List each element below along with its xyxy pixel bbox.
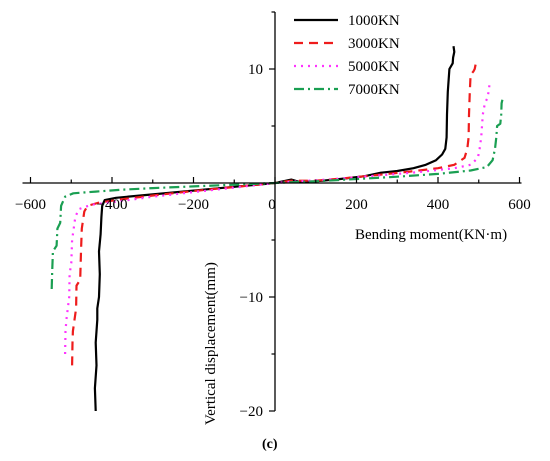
x-tick-label: 200: [345, 197, 368, 213]
x-tick-label: −200: [178, 197, 209, 213]
legend-label: 3000KN: [348, 36, 400, 52]
figure-caption: (c): [262, 437, 278, 452]
series-line-7000KN: [50, 99, 504, 290]
legend-label: 1000KN: [348, 13, 400, 29]
series-line-3000KN: [71, 60, 478, 366]
y-tick-label: 10: [248, 62, 263, 78]
x-tick-label: −600: [15, 197, 46, 213]
x-tick-label: 0: [268, 197, 276, 213]
y-tick-label: −20: [240, 404, 263, 420]
x-tick-label: 400: [427, 197, 450, 213]
axes: −600 −400 −200 0 200 400 600 −20 −10 10: [15, 11, 531, 420]
x-tick-label: −400: [97, 197, 128, 213]
y-axis-title: Vertical displacement(mm): [203, 262, 219, 425]
x-axis-title: Bending moment(KN·m): [355, 227, 507, 243]
y-tick-label: −10: [240, 290, 263, 306]
legend: 1000KN 3000KN 5000KN 7000KN: [294, 13, 400, 98]
y-ticks: −20 −10 10: [240, 11, 275, 420]
series-line-5000KN: [64, 80, 492, 355]
legend-label: 5000KN: [348, 59, 400, 75]
x-tick-label: 600: [508, 197, 531, 213]
legend-label: 7000KN: [348, 82, 400, 98]
x-ticks: −600 −400 −200 0 200 400 600: [15, 177, 531, 213]
